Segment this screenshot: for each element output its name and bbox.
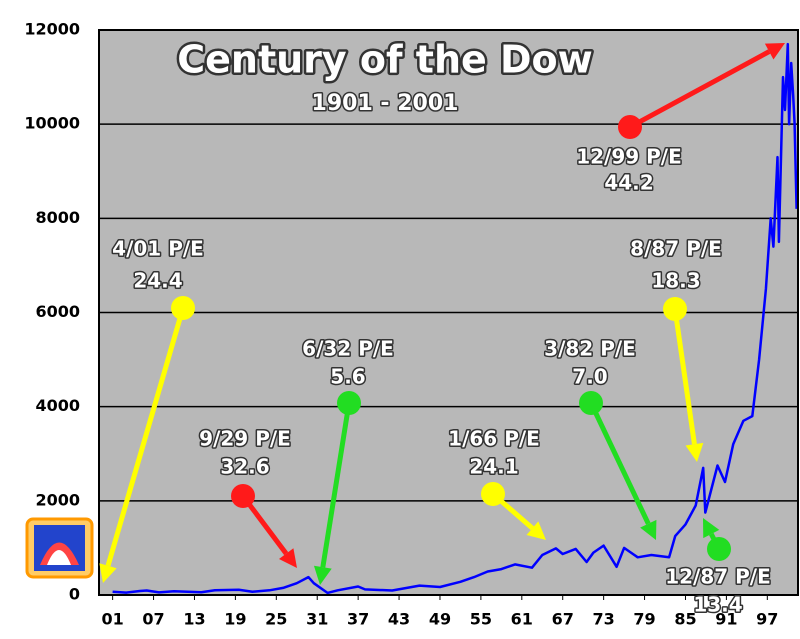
annotation-dot bbox=[481, 482, 505, 506]
annotation-arrow bbox=[672, 308, 697, 445]
annotation-label: 12/87 P/E bbox=[665, 565, 771, 589]
y-tick-label: 2000 bbox=[35, 490, 80, 509]
annotation-dot bbox=[618, 115, 642, 139]
annotation-pe: 44.2 bbox=[604, 171, 653, 195]
annotation-arrow bbox=[105, 307, 186, 567]
annotation-dot bbox=[707, 537, 731, 561]
x-tick-label: 91 bbox=[715, 610, 737, 629]
x-tick-label: 55 bbox=[470, 610, 492, 629]
annotation-arrow bbox=[628, 49, 771, 130]
annotation-dot bbox=[663, 297, 687, 321]
annotation-pe: 18.3 bbox=[651, 269, 700, 293]
annotation-pe: 7.0 bbox=[572, 365, 607, 389]
annotation-pe: 24.4 bbox=[133, 269, 182, 293]
annotation-label: 4/01 P/E bbox=[112, 237, 204, 261]
x-tick-label: 85 bbox=[674, 610, 696, 629]
x-tick-label: 97 bbox=[756, 610, 778, 629]
chart-subtitle: 1901 - 2001 bbox=[312, 91, 459, 116]
x-tick-label: 43 bbox=[388, 610, 410, 629]
annotation-dot bbox=[171, 296, 195, 320]
annotation-label: 6/32 P/E bbox=[302, 337, 394, 361]
annotation-pe: 24.1 bbox=[469, 455, 518, 479]
x-tick-label: 31 bbox=[306, 610, 328, 629]
data-line bbox=[112, 42, 798, 595]
annotation-label: 8/87 P/E bbox=[630, 237, 722, 261]
annotation-arrowhead bbox=[526, 521, 546, 540]
x-tick-label: 49 bbox=[429, 610, 451, 629]
x-tick-label: 61 bbox=[511, 610, 533, 629]
y-tick-label: 8000 bbox=[35, 208, 80, 227]
annotation-arrowhead bbox=[640, 519, 657, 540]
annotation-arrowhead bbox=[313, 565, 332, 585]
y-tick-label: 6000 bbox=[35, 302, 80, 321]
annotation-arrowhead bbox=[99, 563, 117, 583]
annotation-arrow bbox=[241, 494, 289, 556]
annotation-label: 1/66 P/E bbox=[448, 427, 540, 451]
annotation-arrow bbox=[320, 402, 352, 568]
x-tick-label: 37 bbox=[347, 610, 369, 629]
x-tick-label: 73 bbox=[593, 610, 615, 629]
annotation-label: 3/82 P/E bbox=[544, 337, 636, 361]
annotation-pe: 32.6 bbox=[220, 455, 269, 479]
logo bbox=[25, 517, 94, 579]
plot-border bbox=[98, 29, 799, 596]
annotation-arrowhead bbox=[685, 442, 704, 462]
x-tick-label: 19 bbox=[224, 610, 246, 629]
annotation-label: 9/29 P/E bbox=[199, 427, 291, 451]
annotation-dot bbox=[337, 391, 361, 415]
annotation-label: 12/99 P/E bbox=[576, 145, 682, 169]
y-tick-label: 10000 bbox=[24, 114, 80, 133]
annotation-dot bbox=[231, 484, 255, 508]
x-tick-label: 01 bbox=[102, 610, 124, 629]
annotation-pe: 5.6 bbox=[330, 365, 365, 389]
chart-title: Century of the Dow bbox=[177, 38, 593, 82]
annotation-pe: 13.4 bbox=[693, 593, 742, 617]
x-tick-label: 67 bbox=[552, 610, 574, 629]
y-tick-label: 4000 bbox=[35, 396, 80, 415]
x-tick-label: 79 bbox=[633, 610, 655, 629]
y-tick-label: 12000 bbox=[24, 20, 80, 39]
annotation-arrowhead bbox=[764, 43, 785, 60]
x-tick-label: 07 bbox=[142, 610, 164, 629]
x-tick-label: 13 bbox=[183, 610, 205, 629]
annotation-dot bbox=[579, 391, 603, 415]
annotation-arrowhead bbox=[279, 548, 297, 568]
annotation-arrowhead bbox=[703, 518, 720, 539]
y-tick-label: 0 bbox=[69, 585, 80, 604]
x-tick-label: 25 bbox=[265, 610, 287, 629]
annotation-arrow bbox=[588, 401, 651, 525]
